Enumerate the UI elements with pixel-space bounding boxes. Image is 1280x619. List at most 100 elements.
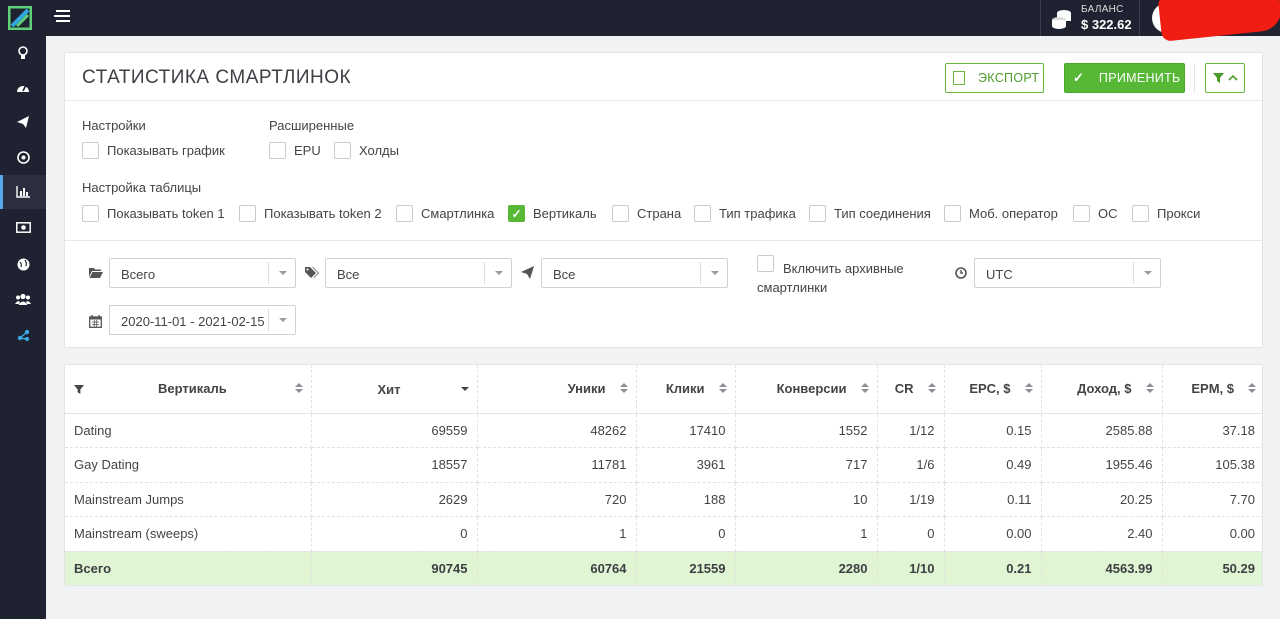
apply-button[interactable]: ✓ ПРИМЕНИТЬ xyxy=(1064,63,1185,93)
sort-icon xyxy=(1024,383,1033,395)
chevron-up-icon xyxy=(1227,74,1238,81)
sort-icon xyxy=(860,383,869,395)
divider xyxy=(1194,63,1195,93)
filter-panel: СТАТИСТИКА СМАРТЛИНОК ЭКСПОРТ ✓ ПРИМЕНИТ… xyxy=(64,52,1263,348)
cell-epc: 0.15 xyxy=(944,413,1042,448)
page-title: СТАТИСТИКА СМАРТЛИНОК xyxy=(82,67,352,88)
sidebar-item-geo[interactable] xyxy=(0,247,46,281)
cell-hits: 2629 xyxy=(311,482,478,517)
cell-epm: 7.70 xyxy=(1162,482,1262,517)
cell-uniques: 1 xyxy=(477,516,637,552)
filter-toggle-button[interactable] xyxy=(1205,63,1245,93)
checkbox-box xyxy=(82,142,99,159)
table-option-token1[interactable]: Показывать token 1 xyxy=(82,205,225,222)
cell-clicks: 3961 xyxy=(636,447,736,483)
cell-revenue: 20.25 xyxy=(1041,482,1163,517)
sidebar-item-ideas[interactable] xyxy=(0,36,46,70)
coins-icon xyxy=(1052,10,1071,29)
table-option-smartlink[interactable]: Смартлинка xyxy=(396,205,494,222)
tags-select-value: Все xyxy=(337,267,360,282)
sidebar-item-statistics[interactable] xyxy=(0,175,46,209)
column-header-epm[interactable]: EPM, $ xyxy=(1162,365,1262,414)
cell-cr: 1/19 xyxy=(877,482,945,517)
cell-revenue: 2585.88 xyxy=(1041,413,1163,448)
column-header-label: Доход, $ xyxy=(1077,381,1132,397)
column-header-label: Клики xyxy=(665,381,705,397)
export-button[interactable]: ЭКСПОРТ xyxy=(945,63,1044,93)
table-option-proxy[interactable]: Прокси xyxy=(1132,205,1200,222)
table-row: Mainstream Jumps 2629 720 188 10 1/19 0.… xyxy=(65,482,1262,517)
cell-revenue: 2.40 xyxy=(1041,516,1163,552)
logo-icon[interactable] xyxy=(8,6,32,30)
cell-uniques: 720 xyxy=(477,482,637,517)
check-icon: ✓ xyxy=(1073,70,1084,85)
campaign-select-value: Все xyxy=(553,267,576,282)
checkbox-label: ОС xyxy=(1098,206,1118,221)
table-option-os[interactable]: ОС xyxy=(1073,205,1118,222)
cell-conversions: 10 xyxy=(735,482,878,517)
checkbox-box xyxy=(757,255,774,272)
timezone-select[interactable]: UTC xyxy=(974,258,1161,288)
table-option-mobile-operator[interactable]: Моб. оператор xyxy=(944,205,1058,222)
table-row: Gay Dating 18557 11781 3961 717 1/6 0.49… xyxy=(65,447,1262,483)
folder-select[interactable]: Всего xyxy=(109,258,296,288)
column-header-conversions[interactable]: Конверсии xyxy=(735,365,878,414)
sidebar-item-campaigns[interactable] xyxy=(0,105,46,139)
table-option-vertical[interactable]: ✓ Вертикаль xyxy=(508,205,597,222)
cell-revenue: 1955.46 xyxy=(1041,447,1163,483)
lightbulb-icon xyxy=(18,46,28,59)
column-header-clicks[interactable]: Клики xyxy=(636,365,736,414)
sort-icon xyxy=(1248,383,1256,395)
money-icon xyxy=(15,221,31,233)
campaign-select[interactable]: Все xyxy=(541,258,728,288)
holds-checkbox[interactable]: Холды xyxy=(334,142,399,159)
checkbox-label: Моб. оператор xyxy=(969,206,1058,221)
column-header-uniques[interactable]: Уники xyxy=(477,365,637,414)
column-header-hits[interactable]: Хит xyxy=(311,365,478,414)
cell-vertical: Всего xyxy=(65,551,312,585)
cell-conversions: 1 xyxy=(735,516,878,552)
network-icon xyxy=(17,329,29,341)
cell-cr: 0 xyxy=(877,516,945,552)
balance-widget[interactable]: БАЛАНС $ 322.62 xyxy=(1040,0,1140,36)
cell-hits: 90745 xyxy=(311,551,478,585)
sidebar-item-targets[interactable] xyxy=(0,140,46,174)
timezone-select-value: UTC xyxy=(986,267,1013,282)
filter-icon xyxy=(1212,73,1224,83)
table-option-token2[interactable]: Показывать token 2 xyxy=(239,205,382,222)
cell-epm: 105.38 xyxy=(1162,447,1262,483)
sort-desc-icon xyxy=(460,383,469,395)
sidebar-item-dashboard[interactable] xyxy=(0,70,46,104)
table-option-country[interactable]: Страна xyxy=(612,205,681,222)
show-chart-checkbox[interactable]: Показывать график xyxy=(82,142,225,159)
sort-icon xyxy=(1145,383,1154,395)
date-range-picker[interactable]: 2020-11-01 - 2021-02-15 xyxy=(109,305,296,335)
epu-checkbox[interactable]: EPU xyxy=(269,142,321,159)
table-option-connection-type[interactable]: Тип соединения xyxy=(809,205,931,222)
chevron-down-icon xyxy=(1133,262,1160,284)
sidebar-item-network[interactable] xyxy=(0,318,46,352)
sidebar-item-users[interactable] xyxy=(0,282,46,316)
sort-icon xyxy=(619,383,628,395)
sidebar-item-finance[interactable] xyxy=(0,210,46,244)
archive-checkbox[interactable] xyxy=(757,255,782,272)
cell-epm: 37.18 xyxy=(1162,413,1262,448)
column-header-cr[interactable]: CR xyxy=(877,365,945,414)
top-bar: БАЛАНС $ 322.62 xyxy=(0,0,1280,42)
checkbox-label: Тип соединения xyxy=(834,206,931,221)
cell-clicks: 188 xyxy=(636,482,736,517)
column-header-vertical[interactable]: Вертикаль xyxy=(65,365,312,414)
cell-epm: 0.00 xyxy=(1162,516,1262,552)
menu-toggle-icon[interactable] xyxy=(54,10,72,26)
checkbox-label: Показывать token 1 xyxy=(107,206,225,221)
column-header-label: Вертикаль xyxy=(158,381,227,396)
column-header-label: Конверсии xyxy=(776,381,847,397)
table-option-traffic-type[interactable]: Тип трафика xyxy=(694,205,796,222)
column-header-revenue[interactable]: Доход, $ xyxy=(1041,365,1163,414)
column-header-label: EPC, $ xyxy=(969,381,1011,397)
cell-conversions: 2280 xyxy=(735,551,878,585)
cell-uniques: 11781 xyxy=(477,447,637,483)
archive-checkbox-label: Включить архивные смартлинки xyxy=(757,261,904,295)
tags-select[interactable]: Все xyxy=(325,258,512,288)
column-header-epc[interactable]: EPC, $ xyxy=(944,365,1042,414)
